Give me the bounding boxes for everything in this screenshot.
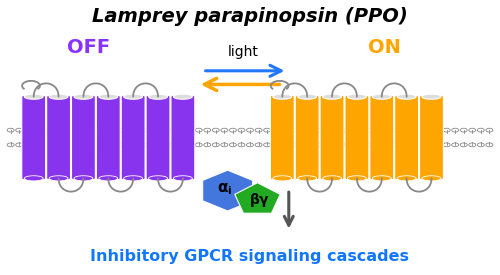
Text: $\mathbf{\alpha_i}$: $\mathbf{\alpha_i}$: [218, 182, 233, 197]
Text: OFF: OFF: [67, 38, 110, 57]
Ellipse shape: [397, 176, 416, 181]
Ellipse shape: [273, 94, 292, 99]
Text: Inhibitory GPCR signaling cascades: Inhibitory GPCR signaling cascades: [90, 249, 409, 264]
FancyBboxPatch shape: [121, 95, 145, 180]
Ellipse shape: [74, 176, 93, 181]
Text: ON: ON: [368, 38, 400, 57]
FancyBboxPatch shape: [394, 95, 418, 180]
Ellipse shape: [124, 176, 142, 181]
Ellipse shape: [397, 94, 416, 99]
Ellipse shape: [322, 94, 342, 99]
FancyBboxPatch shape: [72, 95, 96, 180]
Ellipse shape: [148, 94, 168, 99]
Text: $\mathbf{\beta\gamma}$: $\mathbf{\beta\gamma}$: [249, 191, 270, 208]
Ellipse shape: [124, 94, 142, 99]
Ellipse shape: [49, 94, 68, 99]
Ellipse shape: [298, 94, 316, 99]
FancyBboxPatch shape: [370, 95, 394, 180]
FancyBboxPatch shape: [420, 95, 444, 180]
FancyBboxPatch shape: [146, 95, 170, 180]
Ellipse shape: [298, 176, 316, 181]
Ellipse shape: [348, 176, 366, 181]
Ellipse shape: [422, 176, 441, 181]
Ellipse shape: [372, 176, 391, 181]
Ellipse shape: [348, 94, 366, 99]
Ellipse shape: [174, 176, 193, 181]
Text: Lamprey parapinopsin (PPO): Lamprey parapinopsin (PPO): [92, 7, 408, 26]
FancyBboxPatch shape: [295, 95, 319, 180]
Ellipse shape: [99, 176, 117, 181]
Text: light: light: [228, 45, 259, 59]
Ellipse shape: [24, 94, 43, 99]
Ellipse shape: [99, 94, 117, 99]
FancyBboxPatch shape: [22, 95, 46, 180]
Ellipse shape: [24, 176, 43, 181]
FancyBboxPatch shape: [345, 95, 369, 180]
FancyBboxPatch shape: [320, 95, 344, 180]
Ellipse shape: [422, 94, 441, 99]
Ellipse shape: [273, 176, 292, 181]
Polygon shape: [202, 170, 252, 211]
Polygon shape: [235, 183, 280, 213]
Ellipse shape: [174, 94, 193, 99]
FancyBboxPatch shape: [171, 95, 195, 180]
FancyBboxPatch shape: [46, 95, 70, 180]
Ellipse shape: [74, 94, 93, 99]
FancyBboxPatch shape: [270, 95, 294, 180]
Ellipse shape: [148, 176, 168, 181]
Ellipse shape: [49, 176, 68, 181]
Ellipse shape: [322, 176, 342, 181]
FancyBboxPatch shape: [96, 95, 120, 180]
Ellipse shape: [372, 94, 391, 99]
